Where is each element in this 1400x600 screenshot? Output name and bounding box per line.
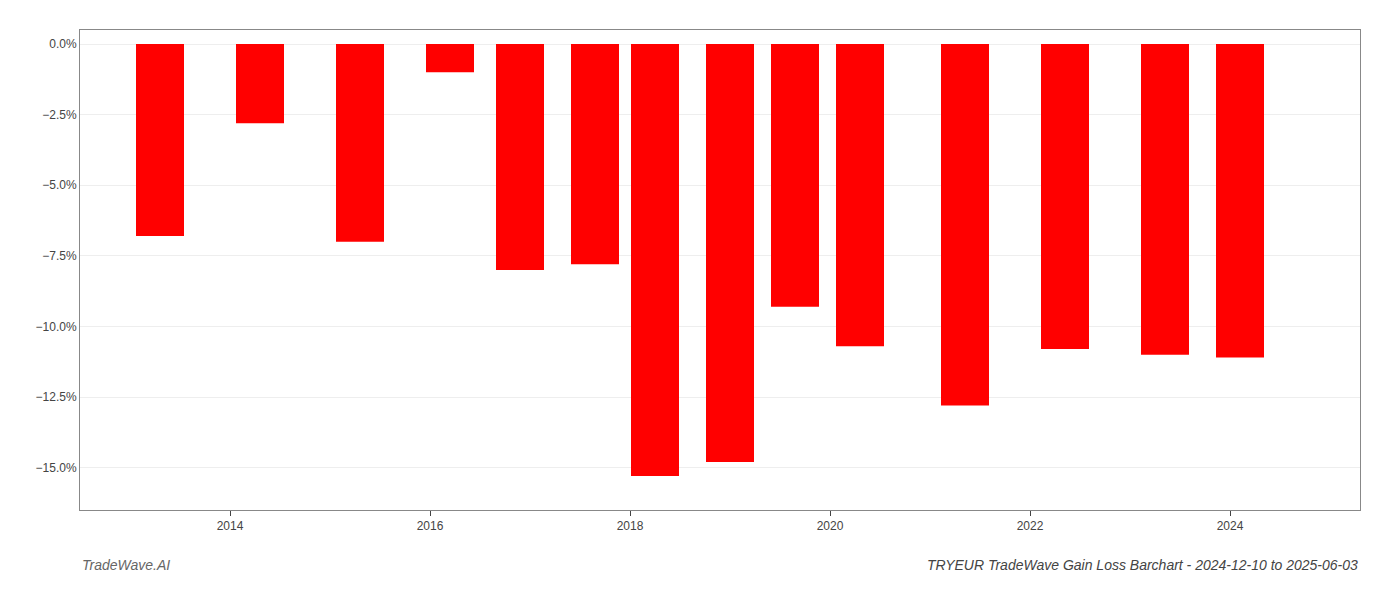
svg-text:2022: 2022 — [1017, 519, 1044, 533]
svg-text:−15.0%: −15.0% — [36, 461, 77, 475]
svg-text:−7.5%: −7.5% — [42, 249, 77, 263]
svg-text:−2.5%: −2.5% — [42, 108, 77, 122]
svg-text:TRYEUR TradeWave Gain Loss Bar: TRYEUR TradeWave Gain Loss Barchart - 20… — [927, 557, 1358, 573]
svg-text:TradeWave.AI: TradeWave.AI — [82, 557, 170, 573]
svg-text:2018: 2018 — [617, 519, 644, 533]
svg-text:0.0%: 0.0% — [49, 37, 77, 51]
svg-text:−12.5%: −12.5% — [36, 390, 77, 404]
svg-text:2014: 2014 — [217, 519, 244, 533]
svg-text:2024: 2024 — [1217, 519, 1244, 533]
svg-text:−5.0%: −5.0% — [42, 178, 77, 192]
svg-text:2016: 2016 — [417, 519, 444, 533]
svg-text:2020: 2020 — [817, 519, 844, 533]
svg-text:−10.0%: −10.0% — [36, 320, 77, 334]
